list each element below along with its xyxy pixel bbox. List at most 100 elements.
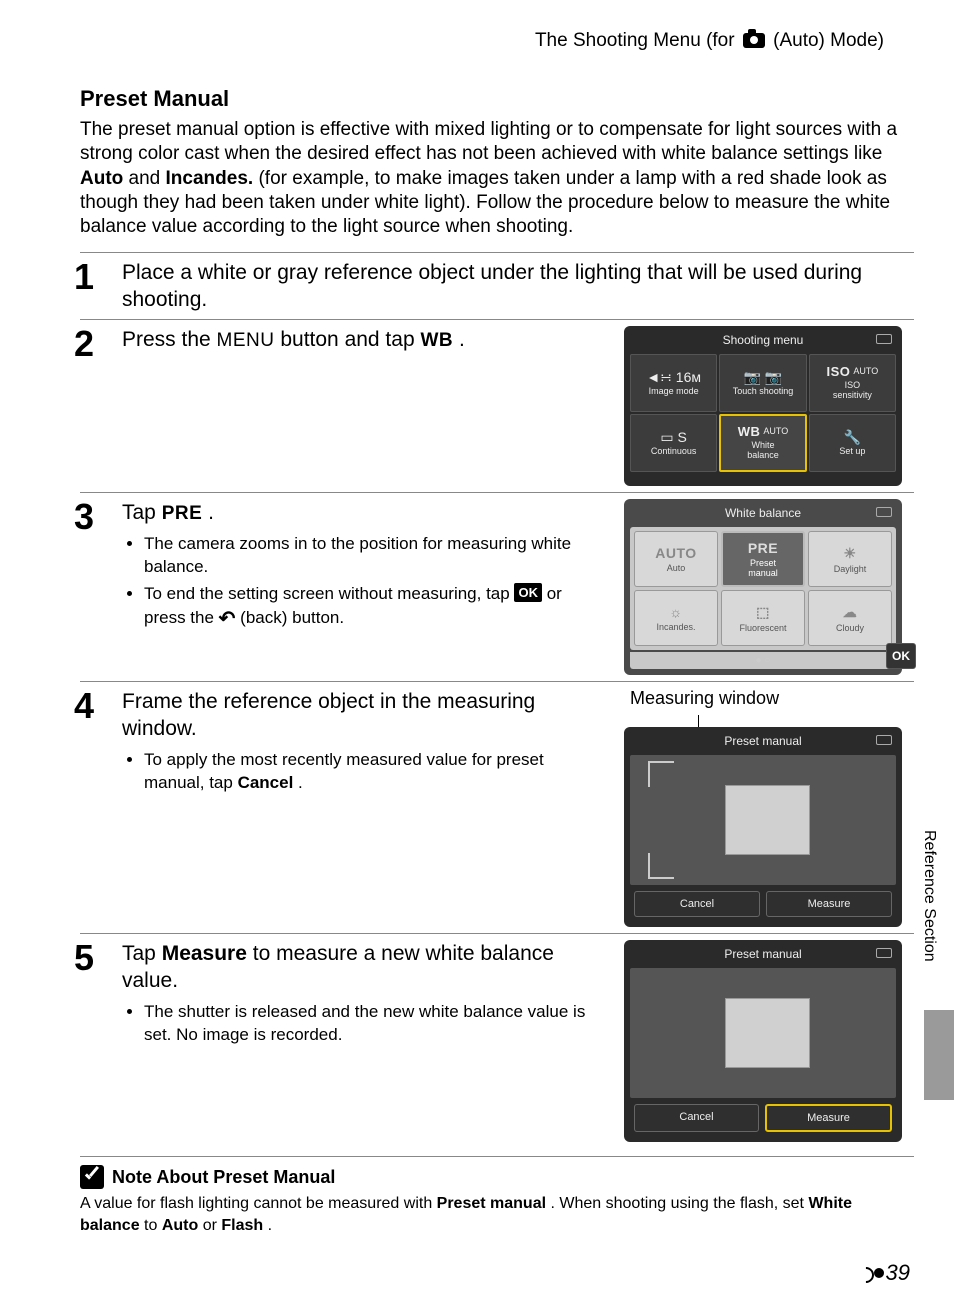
tab-icon xyxy=(876,507,892,517)
nbg: or xyxy=(203,1217,222,1234)
shooting-menu-title: Shooting menu xyxy=(723,333,804,347)
cancel-button-2[interactable]: Cancel xyxy=(634,1104,759,1132)
tab-icon xyxy=(876,735,892,745)
measuring-frame xyxy=(725,785,810,855)
continuous-label: Continuous xyxy=(651,447,697,457)
step-1-text: Place a white or gray reference object u… xyxy=(122,259,914,314)
note-body: A value for flash lighting cannot be mea… xyxy=(80,1193,914,1236)
s4bb: Cancel xyxy=(238,773,294,792)
wb-cld-t: ☁ xyxy=(843,604,858,621)
s5a: Tap xyxy=(122,942,162,965)
nbc: . When shooting using the flash, set xyxy=(551,1195,809,1212)
step-3: 3 Tap PRE . The camera zooms in to the p… xyxy=(80,492,914,675)
touch-shooting-icon: 📷 📷 xyxy=(744,370,783,385)
wb-pre-l2: manual xyxy=(748,568,778,578)
wb-lab2: balance xyxy=(747,451,779,461)
s3b2c: (back) button. xyxy=(240,608,344,627)
intro-paragraph: The preset manual option is effective wi… xyxy=(80,118,914,240)
cell-white-balance[interactable]: WB AUTO White balance xyxy=(719,414,806,472)
page-number-value: 39 xyxy=(886,1260,910,1285)
nbb: Preset manual xyxy=(437,1195,546,1212)
wb-inc-t: ☼ xyxy=(669,604,682,620)
preset-title-1: Preset manual xyxy=(724,734,801,748)
wb-flu-t: ⬚ xyxy=(756,604,770,621)
page-number: 39 xyxy=(858,1260,910,1286)
header-suffix: (Auto) Mode) xyxy=(773,30,884,51)
s5-bullet: The shutter is released and the new whit… xyxy=(144,1001,606,1047)
iso-sub: AUTO xyxy=(853,367,878,377)
wb-pre-l1: Preset xyxy=(750,558,776,568)
s2-b: button and tap xyxy=(280,328,420,351)
wb-symbol: WB xyxy=(420,330,453,351)
iso-top: ISO xyxy=(826,365,850,379)
wb-incandescent[interactable]: ☼ Incandes. xyxy=(634,590,718,646)
wb-daylight[interactable]: ☀Daylight xyxy=(808,531,892,587)
cell-touch-shooting[interactable]: 📷 📷 Touch shooting xyxy=(719,354,806,412)
wb-day-t: ☀ xyxy=(843,545,856,562)
preset-screen-2: Preset manual Cancel Measure xyxy=(624,940,902,1142)
wb-auto-t: AUTO xyxy=(655,545,696,561)
wb-top: WB xyxy=(738,425,761,439)
s5b: Measure xyxy=(162,942,247,965)
measuring-window-caption: Measuring window xyxy=(630,688,914,709)
wb-pre-t: PRE xyxy=(748,540,778,556)
wb-flu-l: Fluorescent xyxy=(739,623,786,633)
cell-image-mode[interactable]: ◄∺ 16ᴍ Image mode xyxy=(630,354,717,412)
wb-inc-l: Incandes. xyxy=(656,622,695,632)
pre-symbol: PRE xyxy=(162,503,203,524)
wb-auto[interactable]: AUTO Auto xyxy=(634,531,718,587)
step-3-num: 3 xyxy=(74,499,108,675)
note-title: Note About Preset Manual xyxy=(112,1167,335,1188)
wb-cloudy[interactable]: ☁Cloudy xyxy=(808,590,892,646)
step-4-text: Frame the reference object in the measur… xyxy=(122,688,606,743)
ok-button[interactable]: OK xyxy=(886,643,916,669)
step-5-text: Tap Measure to measure a new white balan… xyxy=(122,940,606,995)
header-prefix: The Shooting Menu (for xyxy=(535,30,740,51)
wb-screen-title: White balance xyxy=(725,506,801,520)
bracket-bl xyxy=(648,853,674,879)
nba: A value for flash lighting cannot be mea… xyxy=(80,1195,437,1212)
wb-fluorescent[interactable]: ⬚ Fluorescent xyxy=(721,590,805,646)
cell-setup[interactable]: 🔧 Set up xyxy=(809,414,896,472)
wb-sub: AUTO xyxy=(763,427,788,437)
step-2: 2 Press the MENU button and tap WB . Sho… xyxy=(80,319,914,486)
side-label: Reference Section xyxy=(920,830,938,962)
check-icon xyxy=(80,1165,104,1189)
setup-icon: 🔧 xyxy=(844,430,861,445)
step-3-text: Tap PRE . xyxy=(122,499,606,527)
preset-screen-1: Preset manual Cancel Measure xyxy=(624,727,902,927)
cancel-button[interactable]: Cancel xyxy=(634,891,760,917)
step-1-num: 1 xyxy=(74,259,108,314)
s4ba: To apply the most recently measured valu… xyxy=(144,750,544,792)
page-symbol-icon xyxy=(858,1265,884,1281)
nbh: Flash xyxy=(221,1217,263,1234)
measure-button-2[interactable]: Measure xyxy=(765,1104,892,1132)
s3-a: Tap xyxy=(122,501,162,524)
wb-auto-l: Auto xyxy=(667,563,686,573)
cell-continuous[interactable]: ▭ S Continuous xyxy=(630,414,717,472)
step-5: 5 Tap Measure to measure a new white bal… xyxy=(80,933,914,1142)
s3-bullet-1: The camera zooms in to the position for … xyxy=(144,533,606,579)
measuring-frame-2 xyxy=(725,998,810,1068)
side-tab xyxy=(924,1010,954,1100)
image-mode-label: Image mode xyxy=(649,387,699,397)
menu-symbol: MENU xyxy=(217,330,275,351)
setup-label: Set up xyxy=(839,447,865,457)
s3-b: . xyxy=(208,501,214,524)
s3b2a: To end the setting screen without measur… xyxy=(144,584,514,603)
image-mode-icon: ◄∺ 16ᴍ xyxy=(646,370,701,385)
preset-title-2: Preset manual xyxy=(724,947,801,961)
wb-page-dots: ● ○ xyxy=(630,652,896,669)
tab-icon xyxy=(876,948,892,958)
note-section: Note About Preset Manual A value for fla… xyxy=(80,1156,914,1236)
cell-iso[interactable]: ISO AUTO ISO sensitivity xyxy=(809,354,896,412)
wb-preset[interactable]: PRE Presetmanual xyxy=(721,531,805,587)
step-4-num: 4 xyxy=(74,688,108,927)
step-2-text: Press the MENU button and tap WB . xyxy=(122,326,606,354)
s4-bullet: To apply the most recently measured valu… xyxy=(144,749,606,795)
camera-icon xyxy=(743,33,765,48)
s2-a: Press the xyxy=(122,328,217,351)
measure-button[interactable]: Measure xyxy=(766,891,892,917)
section-title: Preset Manual xyxy=(80,86,914,112)
step-4: 4 Frame the reference object in the meas… xyxy=(80,681,914,927)
